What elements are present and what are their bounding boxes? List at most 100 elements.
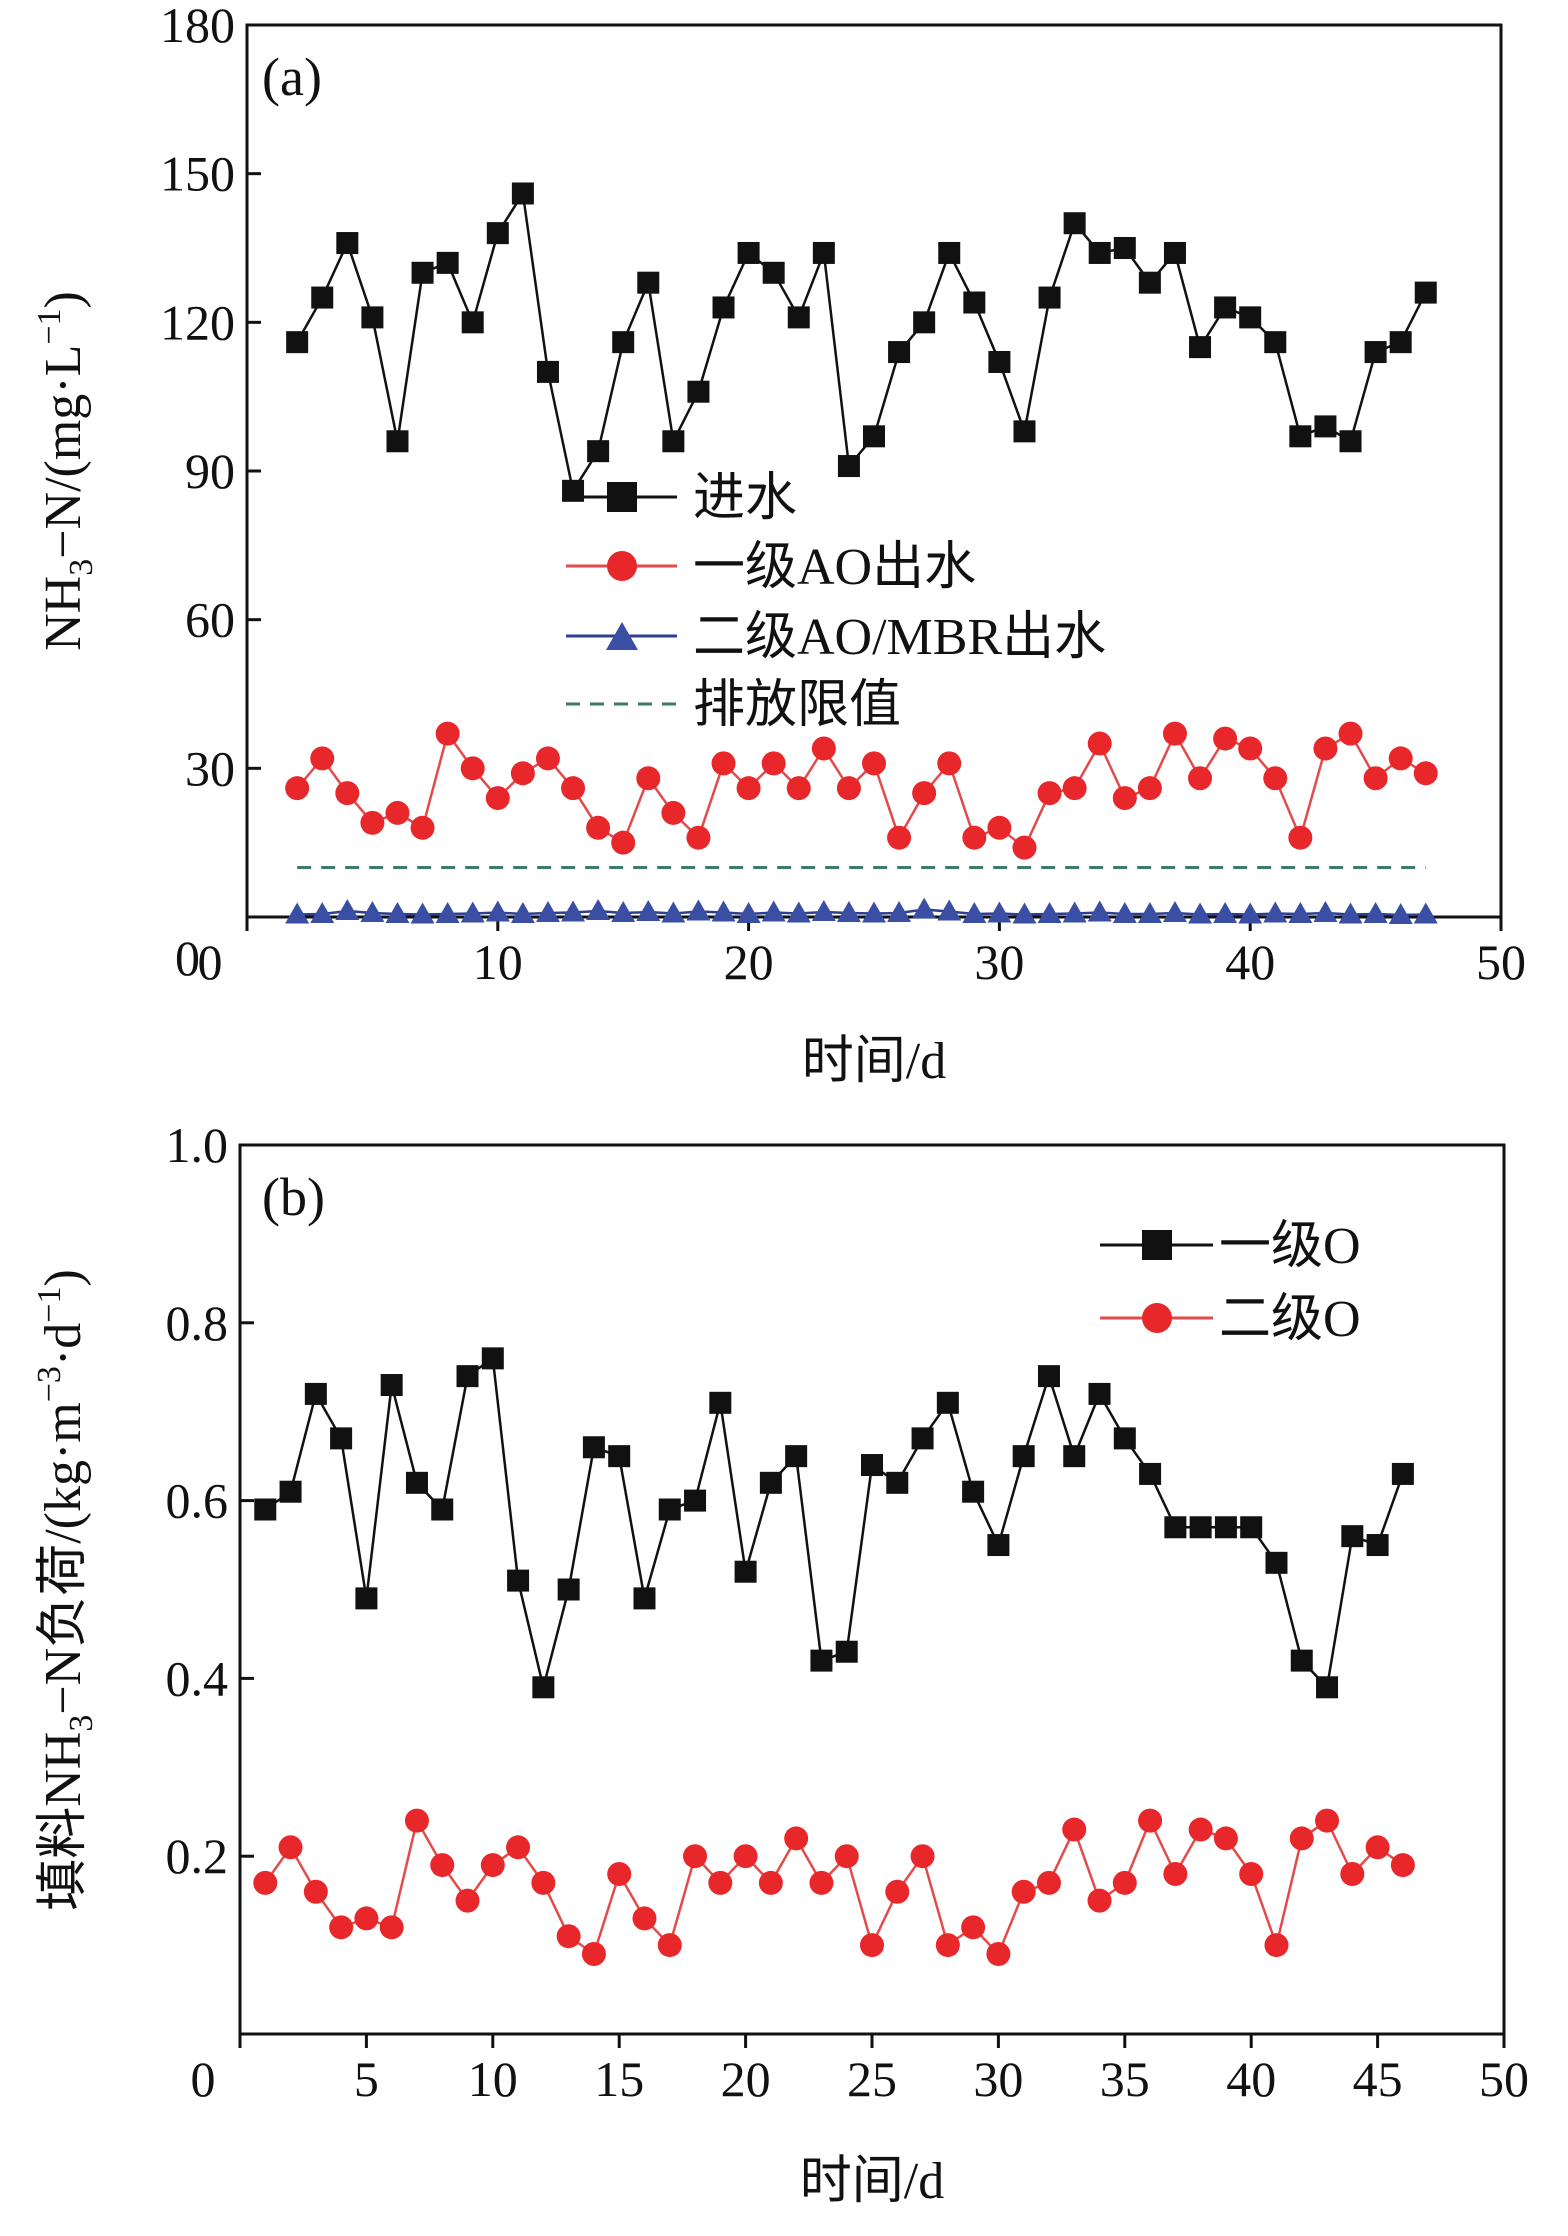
panel-b-x-tick-label: 0 — [191, 2051, 216, 2107]
panel-a-y-axis-title: NH3−N/(mg·L−1) — [31, 291, 100, 651]
panel-a-data-point — [661, 901, 686, 923]
panel-b-x-tick-label: 40 — [1226, 2051, 1276, 2107]
panel-a-data-point — [410, 902, 435, 924]
panel-a-series-line — [296, 730, 1427, 850]
panel-b-data-point — [608, 1445, 631, 1468]
panel-a-data-point — [1062, 776, 1087, 801]
panel-a-data-point — [535, 901, 560, 923]
panel-b-y-axis: 0.2 0.4 0.6 0.8 1.0 — [166, 1117, 254, 1884]
panel-b-data-point — [1037, 1365, 1060, 1388]
panel-a-data-point — [736, 902, 761, 924]
panel-a-series-2 — [285, 897, 1438, 925]
panel-b-y-tick-label: 0.4 — [166, 1650, 229, 1706]
panel-b-data-point — [1391, 1462, 1414, 1485]
panel-b-data-point — [532, 1676, 555, 1699]
panel-b-series-1 — [253, 1808, 1415, 1966]
panel-b-data-point — [986, 1941, 1011, 1966]
svg-text:二级AO/MBR出水: 二级AO/MBR出水 — [693, 609, 1106, 666]
svg-text:排放限值: 排放限值 — [693, 677, 901, 734]
panel-a-data-point — [761, 751, 786, 776]
panel-b-plot-frame — [238, 1143, 1506, 2036]
legend-item-inflow: 进水 — [566, 470, 797, 527]
panel-a-data-point — [736, 776, 761, 801]
panel-a-data-point — [1013, 420, 1036, 443]
legend-item-stage2-o: 二级O — [1100, 1291, 1361, 1348]
panel-a-x-tick-label: 40 — [1225, 934, 1275, 990]
panel-a-data-point — [1087, 731, 1112, 756]
panel-a-x-axis: 0 10 20 30 40 50 — [198, 917, 1526, 990]
panel-a-data-point — [912, 781, 937, 806]
panel-b-data-point — [1112, 1870, 1137, 1895]
panel-b-data-point — [481, 1347, 504, 1370]
svg-text:一级O: 一级O — [1219, 1218, 1361, 1275]
panel-a-data-point — [888, 341, 911, 364]
panel-b-data-point — [886, 1471, 909, 1494]
panel-a-data-point — [1214, 296, 1237, 319]
panel-b-data-point — [684, 1489, 707, 1512]
panel-b-x-tick-label: 10 — [468, 2051, 518, 2107]
panel-a-data-point — [862, 901, 886, 923]
panel-a-data-point — [1162, 901, 1187, 923]
panel-b-data-point — [1265, 1551, 1288, 1574]
panel-b-data-point — [1011, 1879, 1036, 1904]
panel-b-data-point — [1316, 1676, 1339, 1699]
panel-b-data-point — [405, 1471, 428, 1494]
panel-a: (a) 0 30 60 90 120 150 180 0 10 20 30 40 50 时间/d NH… — [31, 0, 1526, 1090]
panel-a-data-point — [1137, 902, 1162, 924]
panel-a-data-point — [1162, 721, 1187, 746]
panel-a-data-point — [1263, 766, 1288, 791]
panel-a-data-point — [1163, 241, 1186, 264]
panel-b-data-point — [1365, 1835, 1390, 1860]
panel-a-data-point — [562, 479, 585, 502]
panel-a-data-point — [386, 430, 409, 453]
panel-a-y-tick-label: 90 — [185, 443, 235, 499]
panel-a-data-point — [460, 901, 485, 923]
panel-a-data-point — [1238, 736, 1263, 761]
panel-a-data-point — [863, 425, 885, 448]
panel-b-data-point — [1366, 1534, 1389, 1557]
panel-a-data-point — [837, 455, 860, 478]
panel-a-data-point — [812, 241, 835, 264]
panel-b-data-point — [632, 1906, 657, 1931]
panel-a-data-point — [1189, 336, 1212, 359]
panel-a-data-point — [1037, 902, 1062, 924]
panel-a-data-point — [912, 897, 937, 919]
panel-a-data-point — [587, 440, 610, 463]
panel-b-data-point — [1036, 1870, 1061, 1895]
panel-b-data-point — [658, 1498, 681, 1521]
panel-b-data-point — [480, 1853, 505, 1878]
panel-b-data-point — [936, 1391, 959, 1414]
panel-a-data-point — [686, 825, 711, 850]
panel-a-series — [285, 182, 1438, 925]
panel-b-series — [253, 1347, 1415, 1966]
panel-a-x-tick-label: 10 — [473, 934, 523, 990]
panel-a-y-tick-label: 0 — [175, 930, 200, 986]
panel-a-data-point — [1113, 237, 1136, 259]
panel-b-x-axis-title: 时间/d — [800, 2153, 944, 2210]
panel-a-legend: 进水 一级AO出水 二级AO/MBR出水 排放限值 — [566, 470, 1106, 734]
panel-b-data-point — [557, 1578, 580, 1601]
panel-a-data-point — [637, 271, 660, 294]
panel-a-data-point — [686, 899, 711, 921]
panel-b-series-0 — [254, 1347, 1414, 1699]
panel-b-data-point — [810, 1649, 833, 1672]
panel-a-data-point — [1037, 781, 1062, 806]
legend-item-ao1-effluent: 一级AO出水 — [566, 539, 976, 596]
panel-a-data-point — [1188, 766, 1213, 791]
panel-a-data-point — [636, 766, 661, 791]
panel-b-data-point — [430, 1853, 455, 1878]
panel-a-data-point — [988, 350, 1011, 373]
panel-b-data-point — [582, 1436, 605, 1459]
panel-a-data-point — [937, 751, 962, 776]
panel-b-data-point — [354, 1906, 379, 1931]
panel-b-data-point — [835, 1640, 858, 1663]
panel-a-data-point — [811, 900, 836, 922]
panel-b-data-point — [935, 1933, 960, 1958]
panel-b-data-point — [607, 1861, 632, 1886]
panel-a-data-point — [1338, 721, 1363, 746]
panel-a-data-point — [1213, 726, 1238, 751]
panel-a-data-point — [486, 222, 509, 245]
panel-b-data-point — [1189, 1516, 1212, 1539]
panel-a-data-point — [786, 901, 811, 923]
